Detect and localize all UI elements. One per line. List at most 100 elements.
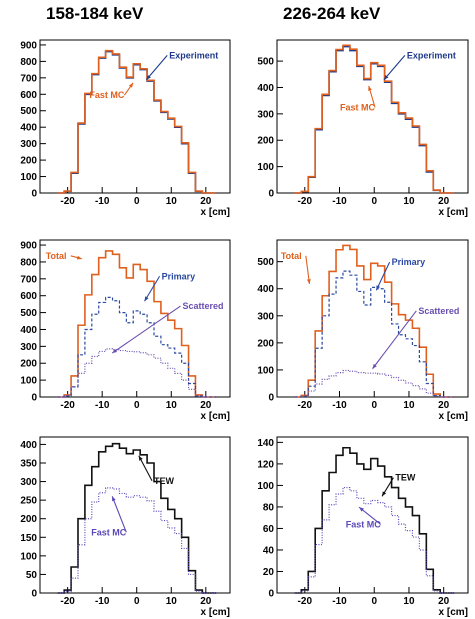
column-title-right: 226-264 keV (283, 4, 381, 23)
y-tick-label: 300 (257, 109, 274, 120)
x-tick-label: -20 (298, 400, 313, 411)
x-tick-label: -10 (332, 596, 347, 607)
y-tick-label: 400 (20, 325, 37, 336)
x-tick-label: 20 (200, 596, 212, 607)
annotation-fast-mc: Fast MC (340, 102, 376, 112)
x-tick-label: 10 (166, 596, 178, 607)
x-tick-label: -10 (332, 400, 347, 411)
y-tick-label: 300 (20, 477, 37, 488)
y-tick-label: 200 (20, 359, 37, 370)
y-tick-label: 150 (20, 533, 37, 544)
y-tick-label: 200 (20, 156, 37, 167)
x-tick-label: 10 (403, 596, 415, 607)
x-tick-label: -20 (298, 196, 313, 207)
y-tick-label: 200 (257, 136, 274, 147)
x-tick-label: 0 (371, 400, 377, 411)
annotation-arrow (358, 506, 382, 525)
y-tick-label: 20 (263, 567, 275, 578)
annotation-arrowhead (112, 348, 118, 354)
annotation-total: Total (46, 251, 67, 261)
x-axis-label: x [cm] (201, 607, 230, 618)
x-tick-label: 10 (166, 196, 178, 207)
annotation-experiment: Experiment (407, 50, 456, 60)
annotation-fast-mc: Fast MC (91, 527, 127, 537)
y-tick-label: 400 (257, 284, 274, 295)
x-tick-label: 20 (438, 400, 450, 411)
y-tick-label: 600 (20, 291, 37, 302)
annotation-fast-mc: Fast MC (89, 90, 125, 100)
x-tick-label: -20 (60, 196, 75, 207)
y-tick-label: 60 (263, 524, 275, 535)
series-primary (57, 296, 217, 398)
y-tick-label: 100 (257, 481, 274, 492)
annotation-arrow (144, 275, 161, 302)
y-tick-label: 200 (257, 338, 274, 349)
y-tick-label: 0 (31, 393, 37, 404)
x-axis-label: x [cm] (201, 411, 230, 422)
x-tick-label: 0 (371, 196, 377, 207)
x-tick-label: -10 (95, 596, 110, 607)
annotation-primary: Primary (392, 257, 426, 267)
annotation-arrowhead (376, 285, 381, 291)
y-tick-label: 140 (257, 438, 274, 449)
series-fast-mc (57, 49, 217, 194)
plot-frame (276, 239, 469, 398)
annotation-tew: TEW (154, 476, 175, 486)
y-tick-label: 100 (20, 551, 37, 562)
annotation-arrowhead (146, 75, 151, 80)
annotation-fast-mc: Fast MC (346, 519, 382, 529)
annotation-arrow (138, 455, 153, 482)
x-tick-label: -10 (95, 196, 110, 207)
series-scattered (294, 369, 455, 398)
y-tick-label: 300 (20, 139, 37, 150)
x-axis-label: x [cm] (439, 207, 468, 218)
y-tick-label: 500 (20, 308, 37, 319)
x-axis-label: x [cm] (439, 607, 468, 618)
annotation-arrowhead (372, 363, 377, 369)
y-tick-label: 500 (20, 106, 37, 117)
annotation-arrow (383, 55, 406, 81)
y-tick-label: 400 (20, 123, 37, 134)
x-axis-label: x [cm] (201, 207, 230, 218)
chart-panel-r2c2: 0 100 200 300 400 500 -20 -10 0 10 20x [cm] Total Pr… (257, 239, 469, 422)
plot-frame (276, 436, 469, 594)
chart-panel-r3c1: 0 50 100 150 200 250 300 350 400 -20 -10 0 10 20x [cm… (20, 436, 231, 618)
y-tick-label: 0 (31, 189, 37, 200)
y-tick-label: 400 (20, 440, 37, 451)
y-tick-label: 300 (20, 342, 37, 353)
y-tick-label: 250 (20, 496, 37, 507)
x-tick-label: 20 (438, 596, 450, 607)
chart-panel-r1c1: 0 100 200 300 400 500 600 700 800 900 -20 -10 0 10 20x… (20, 39, 231, 218)
series-total (57, 250, 217, 398)
plot-frame (39, 239, 231, 398)
annotation-total: Total (281, 251, 302, 261)
annotation-arrowhead (383, 75, 389, 80)
y-tick-label: 100 (20, 172, 37, 183)
annotation-arrow (111, 496, 127, 533)
plot-frame (39, 436, 231, 594)
y-tick-label: 800 (20, 257, 37, 268)
annotation-arrow (111, 305, 181, 354)
annotation-arrow (305, 255, 311, 285)
y-tick-label: 0 (31, 589, 37, 600)
x-tick-label: -20 (298, 596, 313, 607)
y-tick-label: 0 (268, 189, 274, 200)
annotation-arrow (145, 55, 168, 81)
y-tick-label: 350 (20, 459, 37, 470)
series-scattered (57, 348, 217, 398)
y-tick-label: 300 (257, 311, 274, 322)
y-tick-label: 100 (257, 162, 274, 173)
x-tick-label: 20 (438, 196, 450, 207)
x-tick-label: -20 (60, 400, 75, 411)
x-tick-label: 0 (134, 400, 140, 411)
y-tick-label: 50 (26, 570, 38, 581)
annotation-arrowhead (112, 496, 116, 502)
x-tick-label: 20 (200, 400, 212, 411)
series-fast-mc (294, 486, 455, 594)
annotation-arrowhead (144, 296, 149, 302)
y-tick-label: 700 (20, 274, 37, 285)
y-tick-label: 900 (20, 241, 37, 252)
x-tick-label: 0 (134, 196, 140, 207)
